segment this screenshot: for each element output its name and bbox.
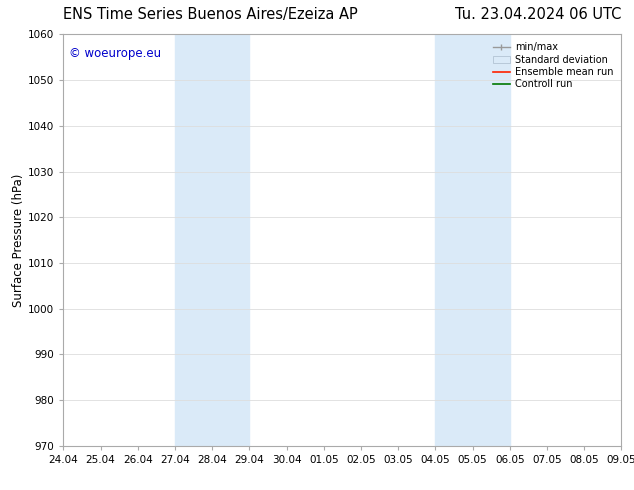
Text: ENS Time Series Buenos Aires/Ezeiza AP: ENS Time Series Buenos Aires/Ezeiza AP bbox=[63, 7, 358, 22]
Bar bbox=[175, 34, 249, 446]
Y-axis label: Surface Pressure (hPa): Surface Pressure (hPa) bbox=[12, 173, 25, 307]
Text: Tu. 23.04.2024 06 UTC: Tu. 23.04.2024 06 UTC bbox=[455, 7, 621, 22]
Text: © woeurope.eu: © woeurope.eu bbox=[69, 47, 161, 60]
Bar bbox=[436, 34, 510, 446]
Legend: min/max, Standard deviation, Ensemble mean run, Controll run: min/max, Standard deviation, Ensemble me… bbox=[489, 39, 616, 92]
Title: ENS Time Series Buenos Aires/Ezeiza AP     Tu. 23.04.2024 06 UTC: ENS Time Series Buenos Aires/Ezeiza AP T… bbox=[0, 489, 1, 490]
